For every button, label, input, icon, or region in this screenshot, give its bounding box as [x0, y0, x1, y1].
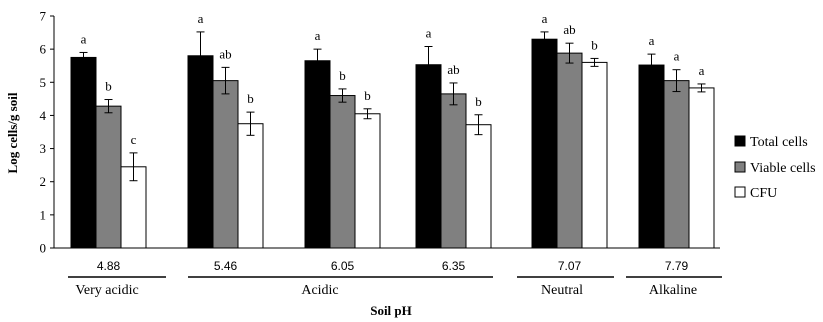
group-label: Alkaline: [649, 283, 697, 298]
legend-swatch: [734, 135, 746, 147]
significance-label: b: [339, 68, 346, 83]
significance-label: a: [315, 28, 321, 43]
y-tick-label: 2: [40, 174, 47, 189]
bar: [329, 95, 356, 249]
significance-label: b: [105, 79, 112, 94]
bar: [440, 93, 467, 249]
significance-label: ab: [447, 62, 459, 77]
y-tick-label: 6: [40, 42, 47, 57]
legend-label: Viable cells: [750, 161, 816, 176]
category-label: 7.07: [558, 259, 582, 273]
legend-swatch: [734, 161, 746, 173]
category-label: 6.05: [331, 259, 355, 273]
significance-label: a: [542, 11, 548, 26]
bar: [531, 38, 558, 249]
significance-label: a: [649, 33, 655, 48]
bar: [465, 124, 492, 249]
bar: [638, 64, 665, 249]
significance-label: b: [475, 94, 482, 109]
significance-label: a: [426, 25, 432, 40]
y-tick-label: 1: [40, 207, 47, 222]
category-label: 5.46: [214, 259, 238, 273]
bar: [95, 105, 122, 249]
bar: [70, 56, 97, 249]
bar: [354, 113, 381, 249]
y-tick-label: 4: [40, 108, 47, 123]
bar: [556, 52, 583, 249]
significance-label: a: [674, 49, 680, 64]
legend-label: Total cells: [750, 135, 808, 150]
group-label: Neutral: [541, 283, 583, 298]
legend-label: CFU: [750, 186, 777, 201]
bar: [237, 123, 264, 249]
significance-label: a: [699, 63, 705, 78]
significance-label: ab: [563, 22, 575, 37]
bar: [581, 61, 608, 249]
bar: [415, 64, 442, 249]
significance-label: a: [81, 31, 87, 46]
significance-label: ab: [219, 46, 231, 61]
significance-label: b: [591, 37, 598, 52]
bar: [688, 87, 715, 249]
legend-swatch: [734, 186, 746, 198]
bar: [304, 60, 331, 249]
y-tick-label: 0: [40, 241, 47, 256]
y-axis-title: Log cells/g soil: [5, 92, 20, 173]
y-tick-label: 3: [40, 141, 47, 156]
category-label: 4.88: [97, 259, 121, 273]
significance-label: c: [131, 132, 137, 147]
significance-label: a: [198, 11, 204, 26]
bar: [187, 55, 214, 249]
category-label: 7.79: [665, 259, 689, 273]
group-label: Very acidic: [75, 283, 138, 298]
y-tick-label: 5: [40, 75, 47, 90]
group-label: Acidic: [301, 283, 338, 298]
bar: [663, 80, 690, 249]
significance-label: b: [364, 88, 371, 103]
x-axis-title: Soil pH: [370, 303, 412, 318]
legend: Total cells Viable cells CFU: [734, 135, 816, 201]
bar: [212, 80, 239, 249]
y-tick-label: 7: [40, 9, 47, 24]
significance-label: b: [247, 91, 254, 106]
category-label: 6.35: [442, 259, 466, 273]
